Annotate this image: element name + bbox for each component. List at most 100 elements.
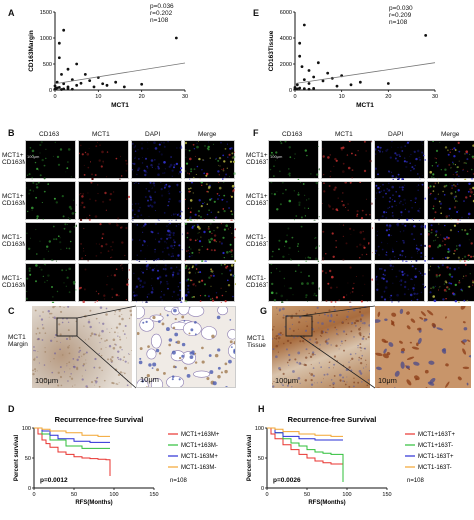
ihc-cell: [342, 380, 344, 382]
panel-g-scale-small: 10μm: [378, 376, 397, 385]
ihc-cell: [88, 319, 90, 321]
ihc-cell: [353, 377, 355, 379]
ihc-cell: [321, 335, 323, 337]
ihc-cell: [329, 385, 331, 387]
ihc-cell: [73, 363, 75, 365]
panel-d-km-plot: Recurrence-free Survival 100 50 00 50 100 150 R…: [14, 415, 220, 506]
ihc-nucleus: [188, 332, 191, 335]
ihc-cell: [69, 368, 71, 370]
x-tick-label: 0: [293, 94, 296, 100]
ihc-nucleus: [183, 319, 186, 322]
ihc-cell: [340, 344, 342, 346]
ihc-cell: [414, 375, 420, 381]
ihc-cell: [339, 379, 342, 382]
ihc-cell: [317, 321, 320, 324]
ihc-cell: [349, 306, 352, 308]
data-point: [57, 86, 61, 89]
ihc-cell: [463, 327, 468, 331]
y-tick-label: 100: [22, 426, 31, 432]
ihc-cell: [112, 346, 116, 350]
data-point: [302, 78, 306, 81]
adipocyte: [137, 378, 149, 387]
ihc-cell: [52, 316, 54, 319]
ihc-cell: [326, 328, 329, 331]
panel-g-ihc-zoom: 10μm: [375, 306, 471, 388]
ihc-cell: [457, 376, 462, 381]
ihc-cell: [67, 346, 70, 349]
ihc-cell: [334, 326, 337, 329]
ihc-cell: [359, 326, 362, 329]
ihc-nucleus: [171, 375, 175, 378]
fluorescence-tile: [268, 263, 321, 304]
ihc-cell: [119, 338, 122, 341]
fluorescence-tile: [427, 140, 474, 181]
ihc-cell: [322, 378, 324, 380]
ihc-cell: [37, 350, 39, 352]
ihc-cell: [346, 381, 348, 383]
ihc-nucleus: [168, 338, 173, 342]
y-tick-label: 4000: [280, 36, 292, 42]
ihc-cell: [38, 332, 41, 334]
y-tick-label: 0: [49, 88, 52, 94]
ihc-cell: [365, 366, 367, 368]
ihc-cell: [424, 369, 429, 374]
ihc-cell: [124, 360, 127, 363]
y-tick-label: 1000: [40, 36, 52, 42]
ihc-cell: [342, 376, 344, 379]
ihc-nucleus: [186, 373, 191, 378]
ihc-cell: [82, 363, 86, 366]
ihc-cell: [81, 355, 83, 357]
ihc-cell: [297, 328, 299, 330]
ihc-cell: [310, 383, 314, 386]
ihc-cell: [330, 379, 333, 381]
legend-label: MCT1-163T-: [418, 465, 452, 471]
adipocyte: [146, 348, 157, 360]
ihc-cell: [353, 381, 356, 384]
ihc-cell: [123, 356, 125, 358]
ihc-cell: [119, 371, 123, 374]
ihc-cell: [76, 366, 79, 369]
ihc-cell: [352, 385, 355, 388]
x-tick-label: 50: [304, 492, 310, 498]
ihc-cell: [277, 334, 279, 337]
ihc-nucleus: [142, 380, 145, 382]
fluorescence-tile: [184, 140, 236, 180]
panel-a-r: r=0.202: [150, 10, 173, 17]
panel-a-p: p=0.036: [150, 3, 174, 10]
ihc-cell: [291, 386, 293, 388]
ihc-cell: [81, 378, 84, 381]
ihc-cell: [344, 339, 347, 342]
ihc-cell: [90, 332, 94, 335]
ihc-cell: [344, 383, 347, 386]
ihc-cell: [314, 353, 316, 356]
ihc-cell: [361, 381, 363, 383]
n-count: n=108: [170, 478, 188, 484]
ihc-cell: [388, 342, 394, 347]
ihc-cell: [376, 366, 382, 371]
column-header-merge: Merge: [198, 131, 217, 138]
ihc-cell: [66, 365, 68, 367]
data-point: [307, 69, 311, 72]
ihc-cell: [431, 322, 436, 328]
ihc-cell: [417, 327, 422, 331]
ihc-cell: [332, 386, 335, 388]
ihc-nucleus: [173, 308, 177, 313]
data-point: [105, 83, 109, 87]
ihc-cell: [99, 332, 100, 334]
ihc-nucleus: [159, 313, 162, 315]
ihc-cell: [50, 361, 52, 363]
ihc-cell: [333, 363, 336, 366]
data-point: [92, 85, 96, 89]
ihc-cell: [60, 384, 63, 387]
ihc-cell: [108, 344, 112, 348]
y-tick-label: 1500: [40, 10, 52, 16]
ihc-cell: [410, 318, 416, 323]
ihc-cell: [415, 378, 418, 381]
ihc-cell: [406, 311, 410, 315]
ihc-cell: [57, 384, 60, 387]
ihc-cell: [36, 370, 38, 372]
ihc-cell: [411, 346, 420, 350]
ihc-cell: [90, 381, 94, 384]
ihc-nucleus: [151, 367, 154, 369]
ihc-cell: [316, 306, 319, 309]
